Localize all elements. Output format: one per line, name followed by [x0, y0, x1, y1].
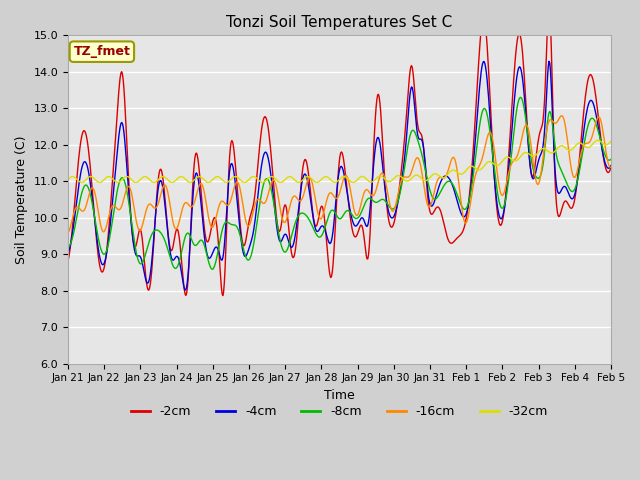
Y-axis label: Soil Temperature (C): Soil Temperature (C) — [15, 135, 28, 264]
Title: Tonzi Soil Temperatures Set C: Tonzi Soil Temperatures Set C — [227, 15, 452, 30]
Text: TZ_fmet: TZ_fmet — [74, 45, 131, 58]
X-axis label: Time: Time — [324, 389, 355, 402]
Legend: -2cm, -4cm, -8cm, -16cm, -32cm: -2cm, -4cm, -8cm, -16cm, -32cm — [126, 400, 553, 423]
